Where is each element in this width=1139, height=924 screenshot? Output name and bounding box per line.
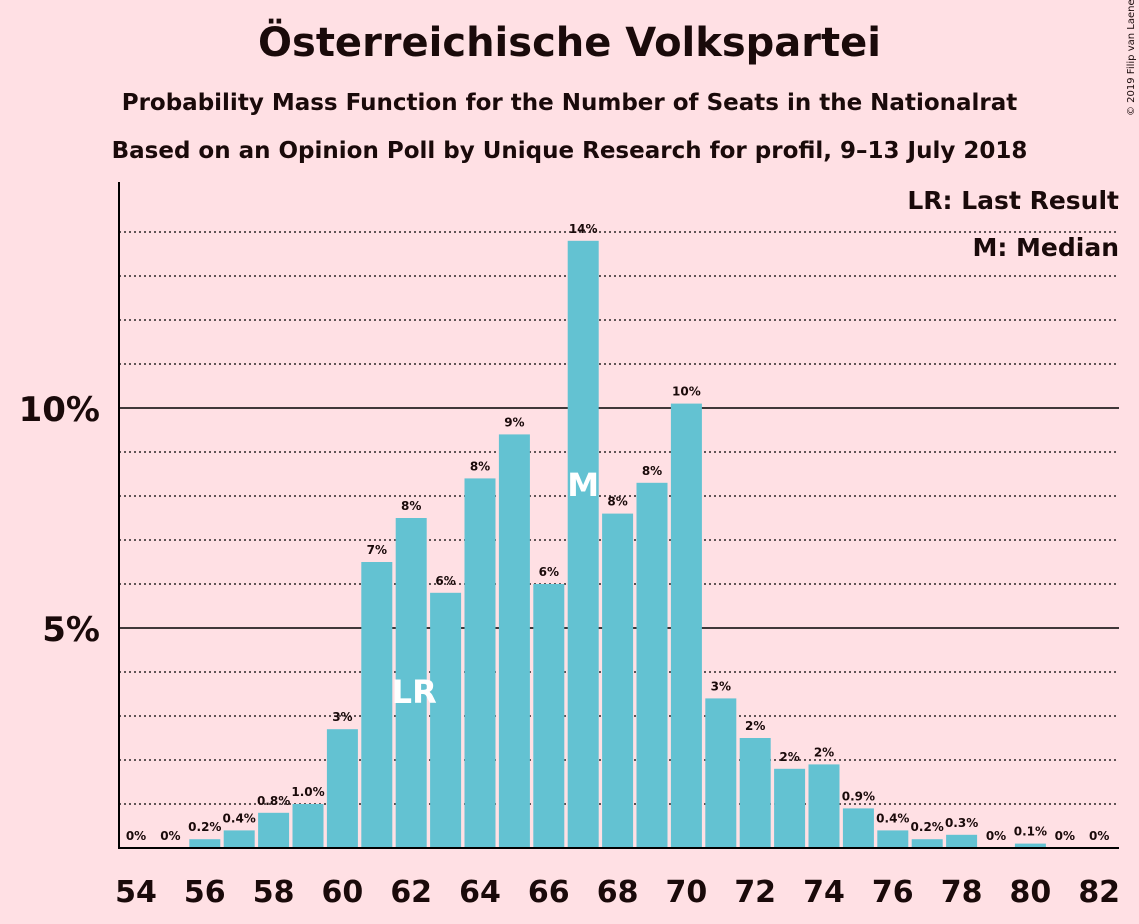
- bar-value-label: 3%: [711, 679, 731, 693]
- bar-value-label: 1.0%: [291, 785, 324, 799]
- bar-value-label: 0%: [1089, 829, 1109, 843]
- x-tick-label: 76: [872, 875, 914, 910]
- legend-last-result: LR: Last Result: [907, 186, 1119, 215]
- bar-value-label: 0%: [1055, 829, 1075, 843]
- bar-value-label: 0.8%: [257, 794, 290, 808]
- bar-value-label: 0.2%: [911, 820, 944, 834]
- x-tick-label: 70: [666, 875, 708, 910]
- bar-value-label: 0.4%: [876, 811, 909, 825]
- bar-value-label: 0%: [160, 829, 180, 843]
- bar: [808, 764, 840, 848]
- bar-value-label: 3%: [332, 710, 352, 724]
- bar: [430, 592, 462, 848]
- bar-value-label: 7%: [367, 543, 387, 557]
- bar: [842, 808, 874, 848]
- bar: [464, 478, 496, 848]
- x-tick-label: 72: [734, 875, 776, 910]
- x-tick-label: 66: [528, 875, 570, 910]
- x-tick-label: 64: [459, 875, 501, 910]
- bar-value-label: 2%: [814, 745, 834, 759]
- x-tick-label: 58: [253, 875, 295, 910]
- bar-value-label: 0%: [986, 829, 1006, 843]
- bar: [705, 698, 737, 848]
- bar-annotation-m: M: [567, 466, 599, 504]
- chart-subtitle: Probability Mass Function for the Number…: [121, 90, 1018, 116]
- x-tick-label: 78: [941, 875, 983, 910]
- bar: [670, 403, 702, 848]
- x-tick-label: 82: [1078, 875, 1120, 910]
- bar-value-label: 2%: [745, 719, 765, 733]
- bar: [911, 839, 943, 848]
- bar-value-label: 0.1%: [1014, 825, 1047, 839]
- bar-value-label: 6%: [435, 574, 455, 588]
- bar: [223, 830, 255, 848]
- bar-value-label: 8%: [607, 495, 627, 509]
- x-tick-label: 62: [390, 875, 432, 910]
- y-tick-label: 10%: [19, 390, 100, 430]
- bar: [602, 513, 634, 848]
- bar-value-label: 2%: [779, 750, 799, 764]
- bar-value-label: 0%: [126, 829, 146, 843]
- bar-value-label: 6%: [539, 565, 559, 579]
- bar-value-label: 8%: [642, 464, 662, 478]
- bar: [189, 839, 221, 848]
- bar: [361, 562, 393, 848]
- bar-value-label: 10%: [672, 385, 701, 399]
- bar-value-label: 0.9%: [842, 789, 875, 803]
- y-tick-label: 5%: [42, 610, 100, 650]
- bar-value-label: 8%: [470, 459, 490, 473]
- bar-annotation-lr: LR: [392, 673, 437, 711]
- bar: [877, 830, 909, 848]
- x-tick-label: 60: [322, 875, 364, 910]
- bar-value-label: 9%: [504, 415, 524, 429]
- chart-source: Based on an Opinion Poll by Unique Resea…: [111, 138, 1028, 164]
- bar: [258, 812, 290, 848]
- bar: [292, 804, 324, 848]
- x-tick-label: 80: [1010, 875, 1052, 910]
- x-tick-label: 54: [115, 875, 157, 910]
- bar: [567, 240, 599, 849]
- bar-value-label: 8%: [401, 499, 421, 513]
- chart-title: Österreichische Volkspartei: [258, 20, 881, 66]
- bar: [498, 434, 530, 848]
- bar-value-label: 0.4%: [223, 811, 256, 825]
- bar-value-label: 0.2%: [188, 820, 221, 834]
- bar: [533, 584, 565, 848]
- bar: [636, 482, 668, 848]
- bar: [326, 729, 358, 848]
- bar: [1014, 843, 1046, 848]
- bar: [946, 834, 978, 848]
- x-tick-label: 56: [184, 875, 226, 910]
- bar-value-label: 0.3%: [945, 816, 978, 830]
- x-tick-label: 68: [597, 875, 639, 910]
- bar-value-label: 14%: [569, 222, 598, 236]
- x-tick-label: 74: [803, 875, 845, 910]
- bar: [739, 738, 771, 848]
- bar: [395, 518, 427, 848]
- legend-median: M: Median: [972, 233, 1119, 262]
- bar: [774, 768, 806, 848]
